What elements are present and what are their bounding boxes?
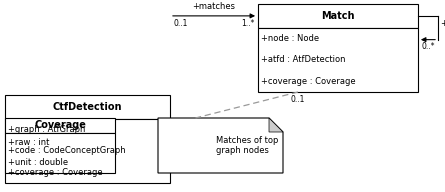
Text: 0..1: 0..1 (291, 95, 305, 104)
Text: +matches: +matches (193, 2, 235, 11)
Polygon shape (158, 118, 283, 173)
Text: +node : Node: +node : Node (261, 34, 319, 43)
Bar (5, 133, 115, 173)
Bar (258, 28, 418, 92)
Text: 0..*: 0..* (421, 42, 434, 51)
Bar (258, 4, 418, 28)
Bar (5, 95, 170, 119)
Text: Coverage: Coverage (34, 120, 86, 130)
Text: +graph : AtfGraph: +graph : AtfGraph (8, 125, 85, 134)
Text: +coverage : Coverage: +coverage : Coverage (261, 77, 356, 86)
Polygon shape (269, 118, 283, 132)
Text: 0..1: 0..1 (173, 19, 187, 28)
Text: 1..*: 1..* (242, 19, 255, 28)
Text: +coverage : Coverage: +coverage : Coverage (8, 168, 103, 177)
Bar (5, 118, 115, 133)
Text: +unit : double: +unit : double (8, 158, 68, 167)
Bar (5, 119, 170, 183)
Text: Matches of top
graph nodes: Matches of top graph nodes (217, 136, 279, 155)
Text: +raw : int: +raw : int (8, 138, 49, 147)
Text: Match: Match (321, 11, 355, 21)
Text: +code : CodeConceptGraph: +code : CodeConceptGraph (8, 146, 125, 155)
Text: +atfd : AtfDetection: +atfd : AtfDetection (261, 55, 345, 64)
Text: CtfDetection: CtfDetection (53, 102, 122, 112)
Text: +matches: +matches (440, 19, 445, 28)
